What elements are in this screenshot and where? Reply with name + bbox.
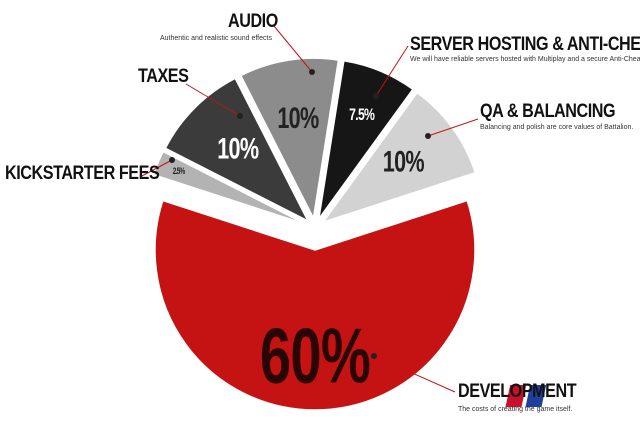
leader-dot — [373, 93, 379, 99]
leader-line — [139, 159, 173, 178]
value-label: 10% — [217, 131, 259, 165]
leader-dot — [425, 133, 431, 139]
slice-name: AUDIO — [228, 10, 278, 32]
slice-name: QA & BALANCING — [480, 100, 615, 122]
pie-slice — [154, 199, 476, 411]
leader-line — [373, 355, 456, 393]
leader-dot — [237, 113, 243, 119]
slice-description: The costs of creating the game itself. — [458, 406, 572, 413]
logo — [505, 385, 547, 407]
leader-line — [427, 118, 479, 137]
slice-description: We will have reliable servers hosted wit… — [410, 56, 640, 63]
leader-line — [185, 83, 241, 117]
leader-dot — [169, 157, 175, 163]
leader-line — [273, 25, 313, 73]
leader-dot — [309, 69, 315, 75]
pie-slice — [239, 57, 340, 221]
leader-dot — [371, 353, 377, 359]
slice-name: SERVER HOSTING & ANTI-CHEAT — [410, 33, 640, 55]
value-label: 10% — [383, 144, 425, 178]
slice-description: Balancing and polish are core values of … — [480, 124, 633, 131]
slice-name: DEVELOPMENT — [458, 380, 577, 402]
slice-description: Authentic and realistic sound effects — [160, 35, 272, 42]
pie-slice — [318, 59, 414, 220]
value-label: 7.5% — [349, 106, 375, 124]
leader-line — [375, 45, 409, 97]
value-label: 60% — [260, 313, 370, 400]
slice-name: TAXES — [138, 65, 189, 87]
slice-name: KICKSTARTER FEES — [5, 162, 160, 184]
pie-slice — [152, 150, 307, 225]
value-label: 2.5% — [173, 166, 186, 176]
value-label: 10% — [277, 101, 319, 135]
pie-slice — [164, 77, 310, 223]
